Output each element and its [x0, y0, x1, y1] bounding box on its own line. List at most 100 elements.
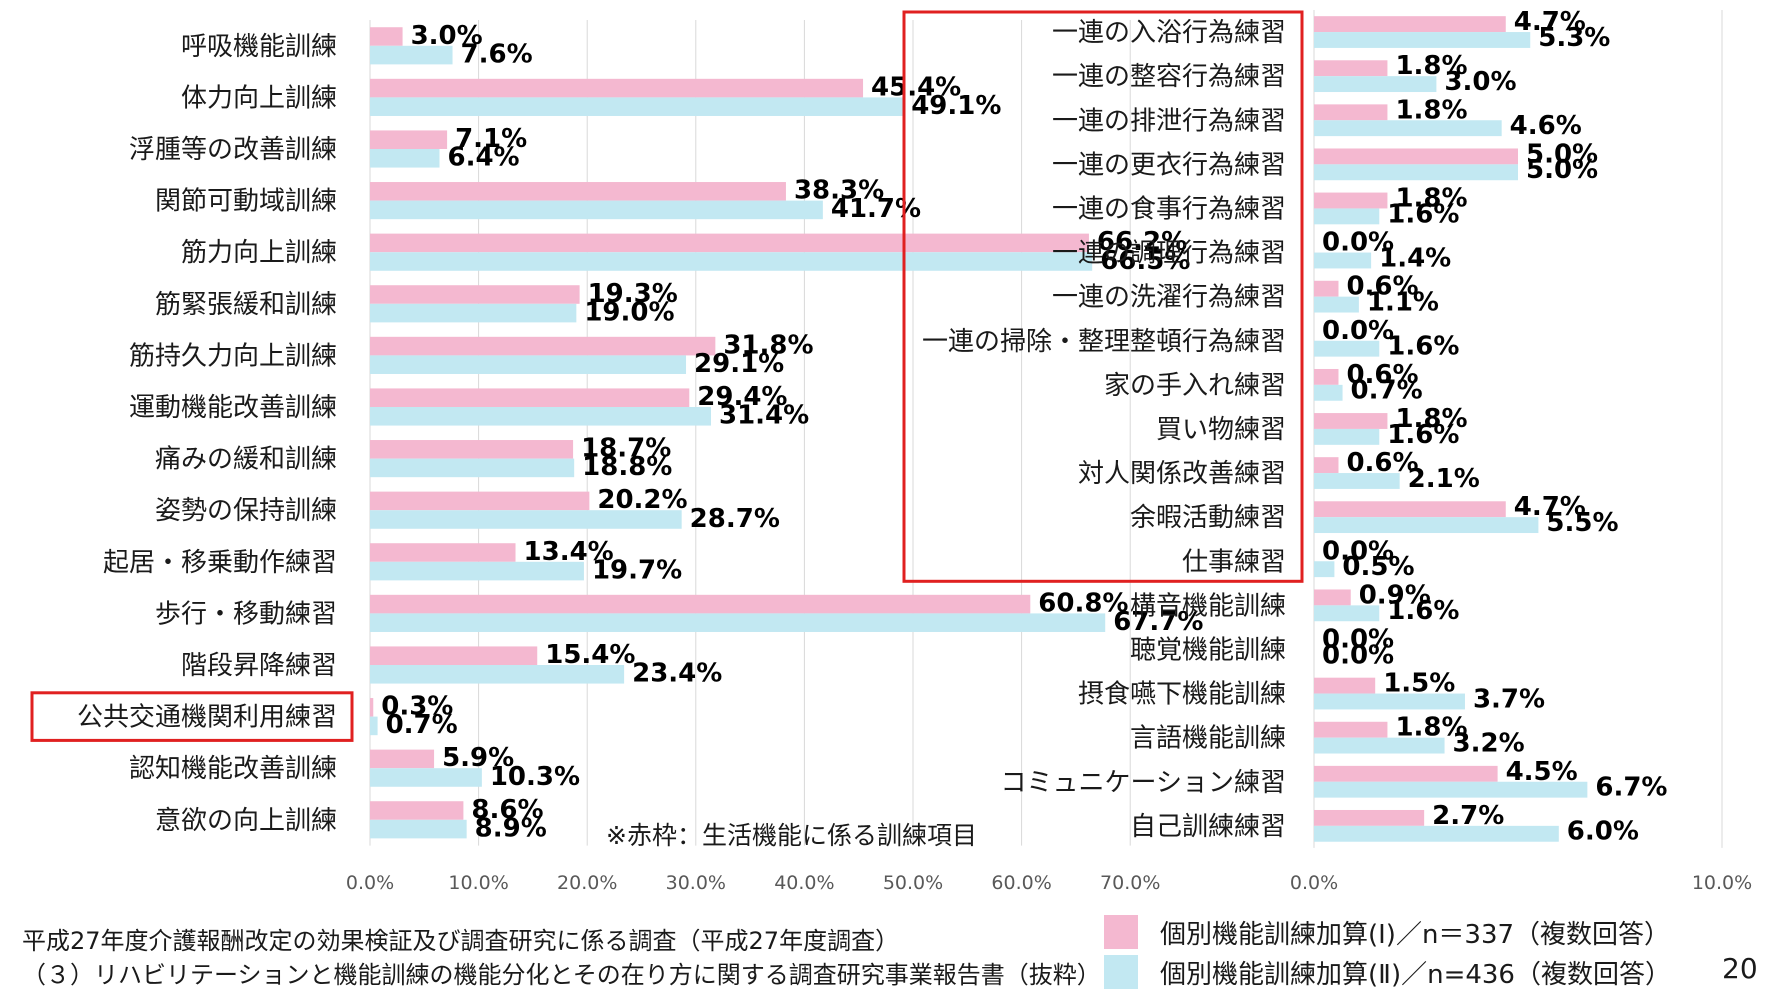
bar — [1314, 340, 1380, 357]
category-label: 一連の調理行為練習 — [1052, 239, 1286, 269]
bar — [370, 130, 448, 149]
bar — [370, 510, 682, 529]
legend-swatch-series1 — [1104, 915, 1138, 949]
category-label: 一連の更衣行為練習 — [1052, 150, 1286, 180]
value-label: 6.4% — [448, 143, 520, 173]
highlight-box — [902, 10, 1304, 583]
bar — [370, 561, 584, 581]
category-label: 一連の洗濯行為練習 — [1052, 283, 1286, 313]
value-label: 0.7% — [386, 710, 458, 740]
bar — [1314, 368, 1339, 385]
bar — [1314, 605, 1380, 622]
bar — [370, 594, 1031, 614]
x-tick-label: 20.0% — [557, 872, 617, 894]
bar — [1314, 32, 1531, 48]
category-label: 買い物練習 — [1156, 415, 1286, 445]
bar — [1314, 164, 1518, 181]
category-label: 浮腫等の改善訓練 — [129, 135, 337, 165]
bar — [370, 491, 590, 511]
x-tick-label: 0.0% — [346, 872, 394, 894]
value-label: 66.2% — [1097, 227, 1187, 257]
value-label: 31.8% — [723, 330, 813, 360]
value-label: 2.1% — [1408, 464, 1480, 494]
value-label: 67.7% — [1113, 607, 1203, 637]
bar — [1314, 76, 1437, 93]
bar — [370, 716, 378, 736]
bar — [1314, 428, 1380, 445]
bar — [370, 355, 687, 374]
value-label: 1.8% — [1395, 404, 1467, 434]
value-label: 3.7% — [1473, 684, 1545, 714]
value-label: 1.6% — [1387, 420, 1459, 450]
bar — [1314, 104, 1388, 121]
value-label: 19.0% — [584, 297, 674, 327]
bar — [370, 613, 1106, 632]
category-label: 体力向上訓練 — [181, 83, 337, 113]
value-label: 6.0% — [1567, 817, 1639, 847]
category-label: 聴覚機能訓練 — [1130, 635, 1286, 665]
value-label: 0.0% — [1322, 228, 1394, 258]
category-label: 呼吸機能訓練 — [181, 32, 337, 62]
value-label: 29.1% — [694, 349, 784, 379]
category-label: 起居・移乗動作練習 — [103, 548, 337, 578]
source-footnote: 平成27年度介護報酬改定の効果検証及び調査研究に係る調査（平成27年度調査） （… — [22, 924, 1101, 992]
value-label: 0.3% — [381, 692, 453, 722]
value-label: 28.7% — [690, 504, 780, 534]
bar — [370, 303, 577, 323]
value-label: 3.0% — [1444, 67, 1516, 97]
page-number: 20 — [1722, 952, 1758, 985]
category-label: 認知機能改善訓練 — [129, 754, 337, 784]
bar — [1314, 413, 1388, 429]
highlight-note: ※赤枠：生活機能に係る訓練項目 — [606, 821, 977, 850]
legend-swatch-series2 — [1104, 955, 1138, 989]
category-label: 運動機能改善訓練 — [129, 393, 337, 423]
x-tick-label: 40.0% — [774, 872, 834, 894]
value-label: 0.7% — [1351, 376, 1423, 406]
bar — [1314, 252, 1372, 269]
bar — [1314, 737, 1445, 754]
category-label: 階段昇降練習 — [181, 651, 337, 681]
bar — [1314, 721, 1388, 738]
category-label: 筋力向上訓練 — [181, 238, 337, 268]
category-label: 余暇活動練習 — [1130, 503, 1286, 533]
value-label: 19.7% — [592, 555, 682, 585]
value-label: 1.6% — [1387, 332, 1459, 362]
bar — [370, 97, 904, 116]
bar — [1314, 589, 1351, 606]
value-label: 5.3% — [1538, 23, 1610, 53]
bar — [1314, 208, 1380, 225]
category-label: 筋緊張緩和訓練 — [155, 290, 337, 320]
x-tick-label: 50.0% — [883, 872, 943, 894]
category-label: 一連の掃除・整理整頓行為練習 — [922, 327, 1286, 357]
value-label: 5.0% — [1526, 139, 1598, 169]
value-label: 0.0% — [1322, 624, 1394, 654]
x-tick-label: 70.0% — [1100, 872, 1160, 894]
x-tick-label: 60.0% — [991, 872, 1051, 894]
footnote-line-2: （３）リハビリテーションと機能訓練の機能分化とその在り方に関する調査研究事業報告… — [22, 961, 1101, 989]
legend-label-series2: 個別機能訓練加算(Ⅱ)／n=436（複数回答） — [1160, 959, 1671, 990]
bar — [370, 252, 1093, 271]
category-label: 関節可動域訓練 — [155, 187, 337, 217]
bar — [370, 149, 440, 168]
category-label: 一連の排泄行為練習 — [1052, 106, 1286, 136]
category-label: 構音機能訓練 — [1130, 591, 1286, 621]
value-label: 18.8% — [582, 452, 672, 482]
bar — [1314, 192, 1388, 209]
value-label: 5.0% — [1526, 155, 1598, 185]
bar — [1314, 781, 1588, 798]
bar — [370, 819, 467, 839]
category-label: 対人関係改善練習 — [1078, 459, 1286, 489]
value-label: 4.6% — [1510, 111, 1582, 141]
bar — [1314, 825, 1559, 842]
value-label: 1.1% — [1367, 288, 1439, 318]
x-tick-label: 10.0% — [1692, 872, 1752, 894]
footnote-line-1: 平成27年度介護報酬改定の効果検証及び調査研究に係る調査（平成27年度調査） — [22, 927, 900, 955]
category-label: 仕事練習 — [1182, 547, 1286, 577]
bar — [1314, 384, 1343, 401]
value-label: 66.5% — [1100, 246, 1190, 276]
bar — [1314, 561, 1335, 578]
category-label: 家の手入れ練習 — [1104, 371, 1286, 401]
bar — [1314, 457, 1339, 474]
bar — [1314, 517, 1539, 534]
